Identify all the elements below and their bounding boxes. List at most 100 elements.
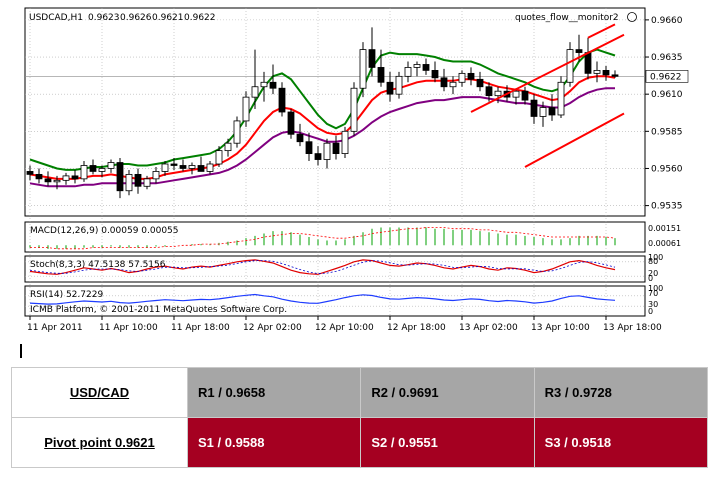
candle-body [125,173,133,192]
candle-body [44,178,52,183]
y-tick-label: 0.9660 [651,16,683,26]
trendline [587,23,616,39]
candle-body [485,86,493,97]
ohlc-low: 0.9621 [152,13,184,23]
macd-panel-border [24,221,646,253]
pivot-label: Pivot point 0.9621 [44,435,155,450]
trendline [470,33,625,113]
current-price-label: 0.9622 [650,72,682,82]
candle-body [89,165,97,172]
y-tick-label: 0.9635 [651,53,683,63]
candle-body [341,130,349,155]
copyright-circle-icon [627,12,637,22]
candle-body [260,81,268,88]
x-tick-label: 13 Apr 02:00 [459,323,518,333]
pair-label: USD/CAD [69,385,130,400]
rsi-panel-border [24,285,646,317]
candle-body [350,87,358,132]
rsi-tick-label: 70 [648,289,658,298]
stoch-tick-label: 0 [648,274,653,283]
candle-body [206,163,214,172]
candle-body [53,179,61,183]
candle-body [566,49,574,83]
candle-body [287,111,295,135]
candle-body [233,120,241,144]
stoch-tick-label: 100 [648,253,663,262]
candle-body [458,72,466,83]
candle-body [449,81,457,88]
rsi-tick-label: 100 [648,284,663,293]
macd-indicator [29,227,616,250]
candle-body [422,64,430,71]
ohlc-close: 0.9622 [184,13,216,23]
stoch-indicator [25,259,645,277]
candle-body [602,70,610,76]
candle-body [251,86,259,98]
candle-body [197,165,205,172]
candle-body [377,67,385,83]
candle-body [26,171,34,175]
candle-body [305,141,313,154]
candle-body [548,107,556,116]
rsi-line [29,293,616,305]
y-tick-label: 0.9585 [651,127,683,137]
candle-body [188,165,196,169]
stoch-tick-label: 80 [648,257,658,266]
candle-body [215,150,223,165]
x-tick-label: 12 Apr 02:00 [243,323,302,333]
rsi-label: RSI(14) 52.7229 [30,290,103,300]
stoch-signal-line [29,260,616,275]
candle-body [80,165,88,180]
text-cursor [20,344,22,358]
candle-body [359,49,367,89]
candle-body [584,52,592,74]
pivot-cell: Pivot point 0.9621 [11,417,188,468]
x-tick-label: 11 Apr 2011 [27,323,83,333]
candle-body [314,153,322,160]
candle-body [440,77,448,88]
ohlc-high: 0.9626 [120,13,152,23]
x-tick-label: 12 Apr 18:00 [387,323,446,333]
price-chart: 0.9660 0.9635 0.9610 0.9585 0.9560 0.9535 11 A… [24,7,689,333]
macd-tick-label: 0.00061 [648,239,681,248]
candle-body [557,81,565,116]
indicator-label: quotes_flow__monitor2 [515,13,619,23]
candle-body [107,162,115,169]
candle-body [476,78,484,88]
candle-body [332,142,340,154]
trendlines [470,23,625,168]
candle-body [386,81,394,95]
trendline [524,112,625,168]
s3-cell: S3 / 0.9518 [533,417,709,468]
candle-body [170,163,178,166]
x-tick-label: 12 Apr 10:00 [315,323,374,333]
candle-body [161,163,169,172]
candle-body [575,49,583,53]
stoch-tick-label: 20 [648,269,658,278]
chart-symbol: USDCAD,H1 [29,13,83,23]
axes: 0.9660 0.9635 0.9610 0.9585 0.9560 0.9535 11 A… [27,16,689,333]
candle-body [116,162,124,192]
stoch-label: Stoch(8,3,3) 47.5138 57.5156 [30,260,166,270]
rsi-indicator [25,293,645,307]
candle-body [179,165,187,169]
x-tick-label: 13 Apr 10:00 [531,323,590,333]
rsi-tick-label: 0 [648,307,653,316]
candle-body [368,49,376,68]
candle-body [431,70,439,79]
candle-body [404,67,412,77]
x-tick-label: 11 Apr 18:00 [171,323,230,333]
y-tick-label: 0.9560 [651,164,683,174]
r2-cell: R2 / 0.9691 [360,367,535,418]
s2-cell: S2 / 0.9551 [360,417,535,468]
candle-body [98,168,106,172]
candle-body [395,75,403,95]
candle-body [71,175,79,180]
support-row: Pivot point 0.9621 S1 / 0.9588 S2 / 0.95… [11,417,709,468]
y-tick-label: 0.9535 [651,202,683,212]
candle-body [611,74,619,77]
stoch-panel-border [24,255,646,283]
candle-body [269,81,277,89]
candles [26,27,619,199]
ohlc-open: 0.9623 [88,13,120,23]
